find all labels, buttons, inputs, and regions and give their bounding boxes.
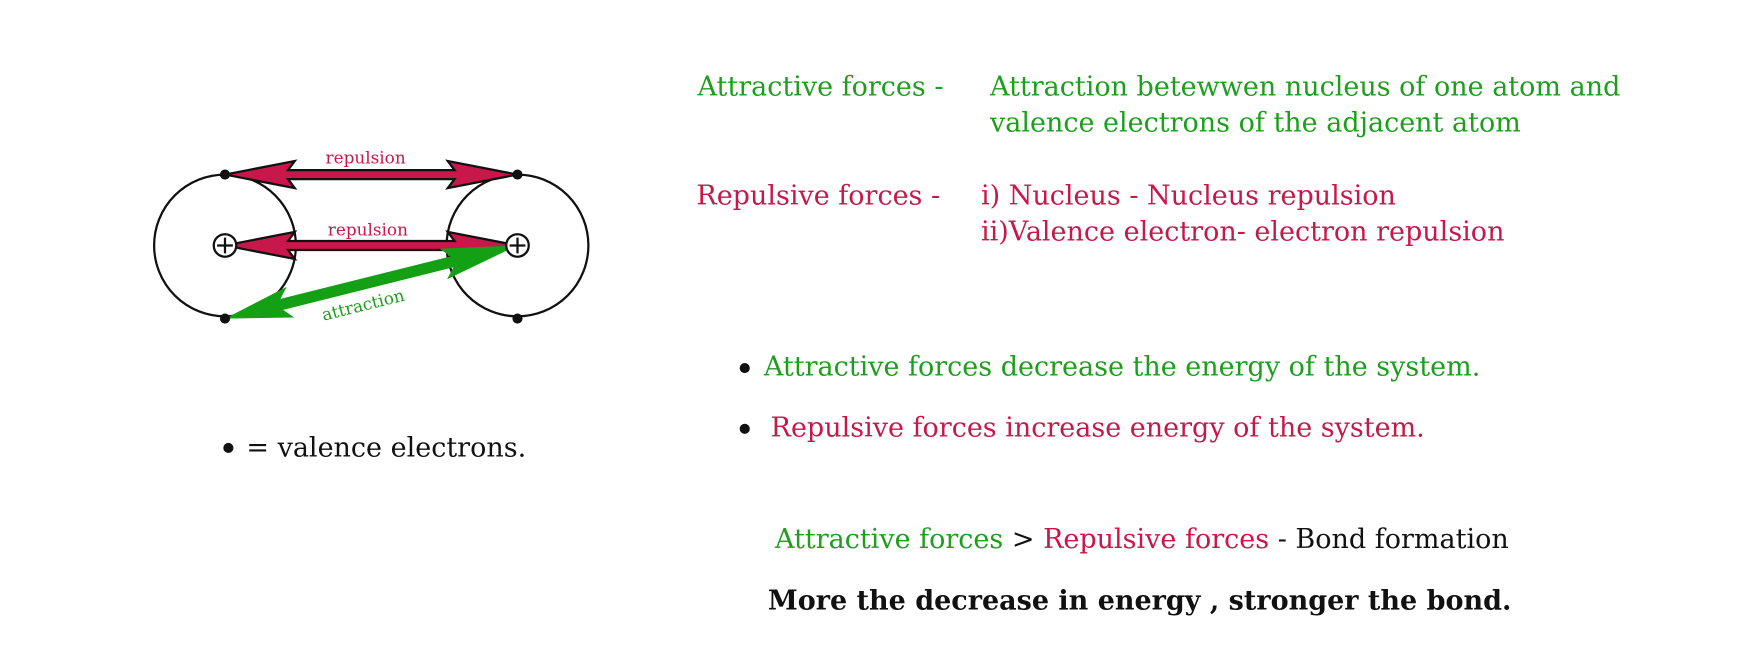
legend-text: = valence electrons. [246, 433, 526, 464]
bullet-text: Attractive forces decrease the energy of… [763, 352, 1480, 383]
attraction-arrow [225, 245, 518, 319]
comparison-left: Attractive forces [774, 524, 1003, 555]
atom-diagram: repulsion repulsion attraction = valence… [153, 147, 590, 464]
electron [512, 313, 523, 324]
attractive-term: Attractive forces - [697, 71, 944, 102]
bullet-dot [739, 423, 750, 434]
legend-dot [223, 442, 234, 453]
electron [219, 169, 231, 180]
nucleus-right [505, 233, 530, 258]
arrow-label: repulsion [328, 219, 408, 239]
comparison: Attractive forces > Repulsive forces - B… [774, 524, 1509, 555]
plus-sign [217, 237, 233, 254]
nucleus-left [212, 233, 238, 258]
conclusion: More the decrease in energy , stronger t… [768, 586, 1512, 617]
comparison-right: Repulsive forces [1043, 524, 1269, 555]
repulsive-line: i) Nucleus - Nucleus repulsion [981, 181, 1396, 212]
comparison-operator: > [1012, 524, 1035, 555]
bullet-dot [739, 363, 750, 374]
attractive-line: valence electrons of the adjacent atom [989, 107, 1521, 138]
repulsive-line: ii)Valence electron- electron repulsion [981, 217, 1504, 248]
repulsive-term: Repulsive forces - [696, 181, 940, 212]
comparison-result: - Bond formation [1278, 524, 1509, 555]
arrow-label: repulsion [326, 147, 406, 167]
attraction-arrow-shape [225, 245, 518, 319]
bullet-text: Repulsive forces increase energy of the … [771, 412, 1425, 443]
electron [219, 313, 231, 324]
electrons [219, 169, 523, 324]
plus-sign [509, 237, 526, 254]
electron [512, 169, 523, 180]
attractive-line: Attraction betewwen nucleus of one atom … [989, 71, 1620, 102]
